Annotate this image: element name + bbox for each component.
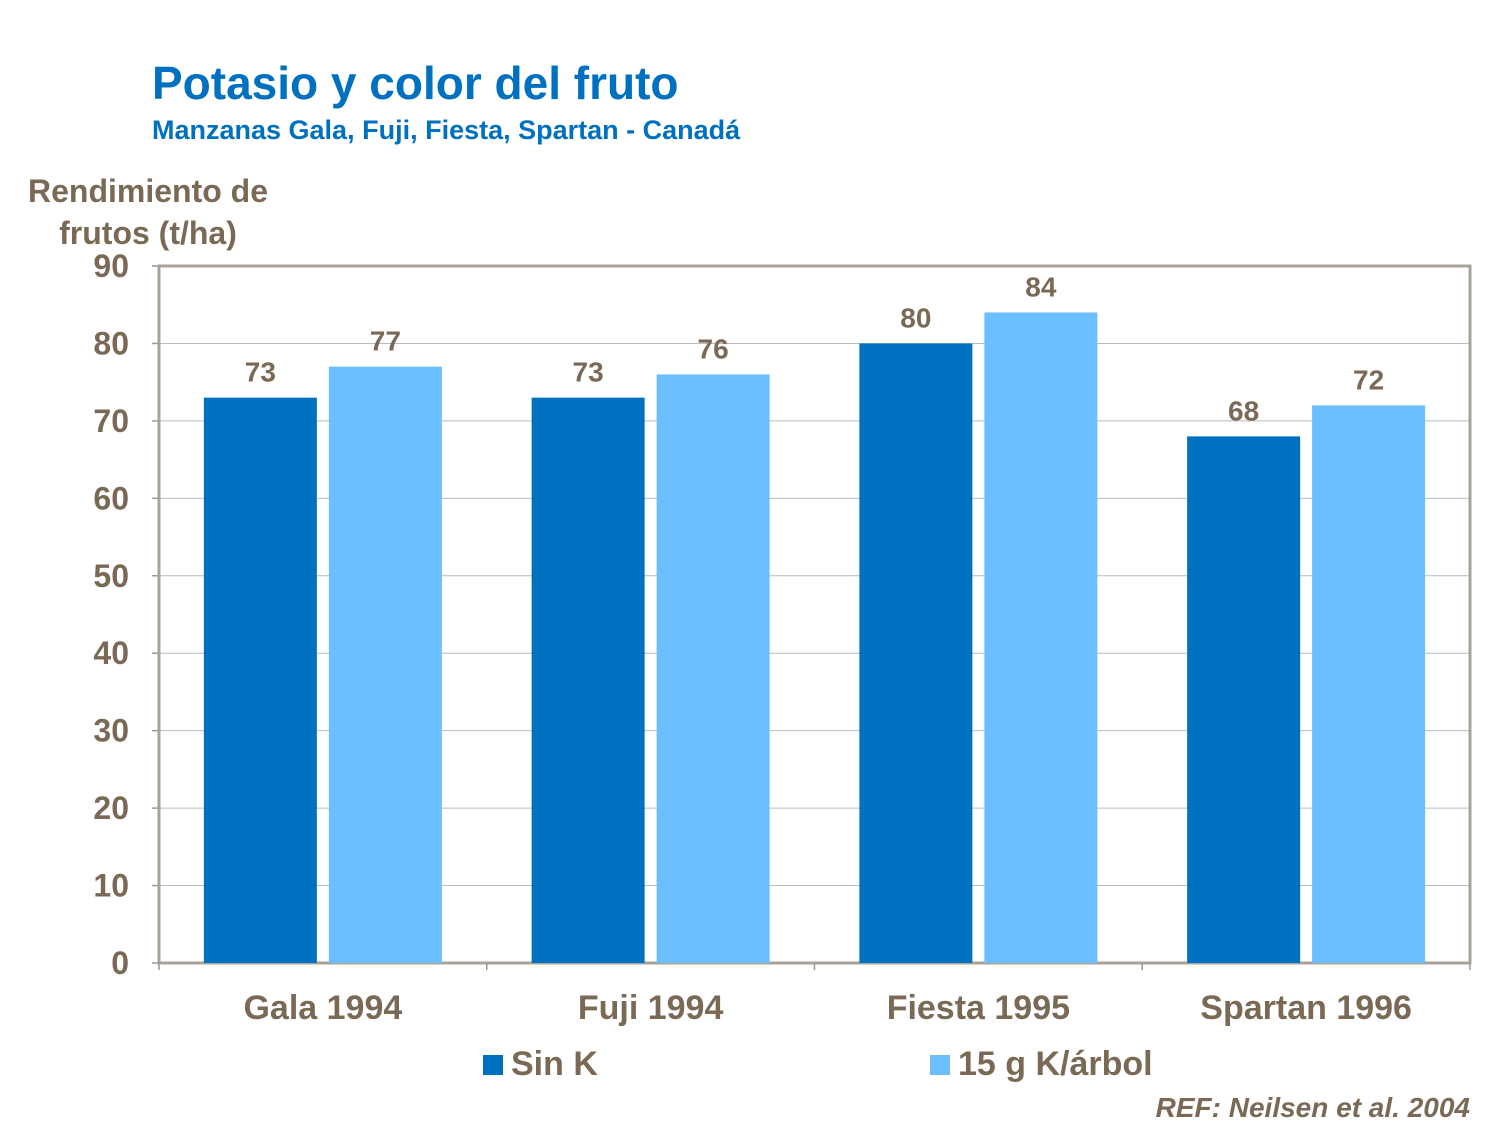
y-tick-label: 40 [93, 635, 129, 671]
data-label: 76 [698, 333, 729, 364]
chart-subtitle: Manzanas Gala, Fuji, Fiesta, Spartan - C… [152, 115, 741, 145]
y-tick-label: 0 [111, 945, 129, 981]
y-tick-label: 10 [93, 868, 129, 904]
y-tick-label: 90 [93, 248, 129, 284]
x-tick-label: Spartan 1996 [1200, 989, 1412, 1027]
bar-sin-k [203, 397, 317, 964]
legend-swatch [483, 1054, 503, 1075]
y-tick-label: 70 [93, 403, 129, 439]
legend-label: 15 g K/árbol [958, 1045, 1153, 1083]
y-tick-label: 60 [93, 480, 129, 516]
data-label: 73 [573, 357, 604, 388]
data-label: 80 [900, 302, 931, 333]
y-tick-label: 50 [93, 558, 129, 594]
legend-label: Sin K [511, 1045, 598, 1083]
y-tick-label: 80 [93, 325, 129, 361]
bar-sin-k [859, 343, 973, 963]
legend-item-15g-k: 15 g K/árbol [930, 1045, 1153, 1084]
y-axis-label: Rendimiento de frutos (t/ha) [27, 173, 268, 251]
x-tick-label: Fuji 1994 [578, 989, 724, 1027]
x-tick-label: Gala 1994 [243, 989, 402, 1027]
data-label: 77 [370, 326, 401, 357]
legend-item-sin-k: Sin K [483, 1045, 598, 1084]
bar-15g-k [328, 366, 442, 964]
bar-15g-k [984, 312, 1098, 963]
y-tick-label: 20 [93, 790, 129, 826]
bar-15g-k [1312, 405, 1426, 963]
legend-swatch [930, 1054, 950, 1075]
data-label: 68 [1228, 395, 1259, 426]
data-label: 73 [245, 357, 276, 388]
y-tick-label: 30 [93, 713, 129, 749]
x-tick-label: Fiesta 1995 [887, 989, 1070, 1027]
reference-note: REF: Neilsen et al. 2004 [1155, 1092, 1470, 1123]
bar-15g-k [656, 374, 770, 963]
bar-sin-k [531, 397, 645, 964]
data-label: 72 [1353, 364, 1384, 395]
chart-title: Potasio y color del fruto [152, 57, 679, 109]
data-label: 84 [1025, 271, 1057, 302]
bar-sin-k [1187, 436, 1301, 963]
